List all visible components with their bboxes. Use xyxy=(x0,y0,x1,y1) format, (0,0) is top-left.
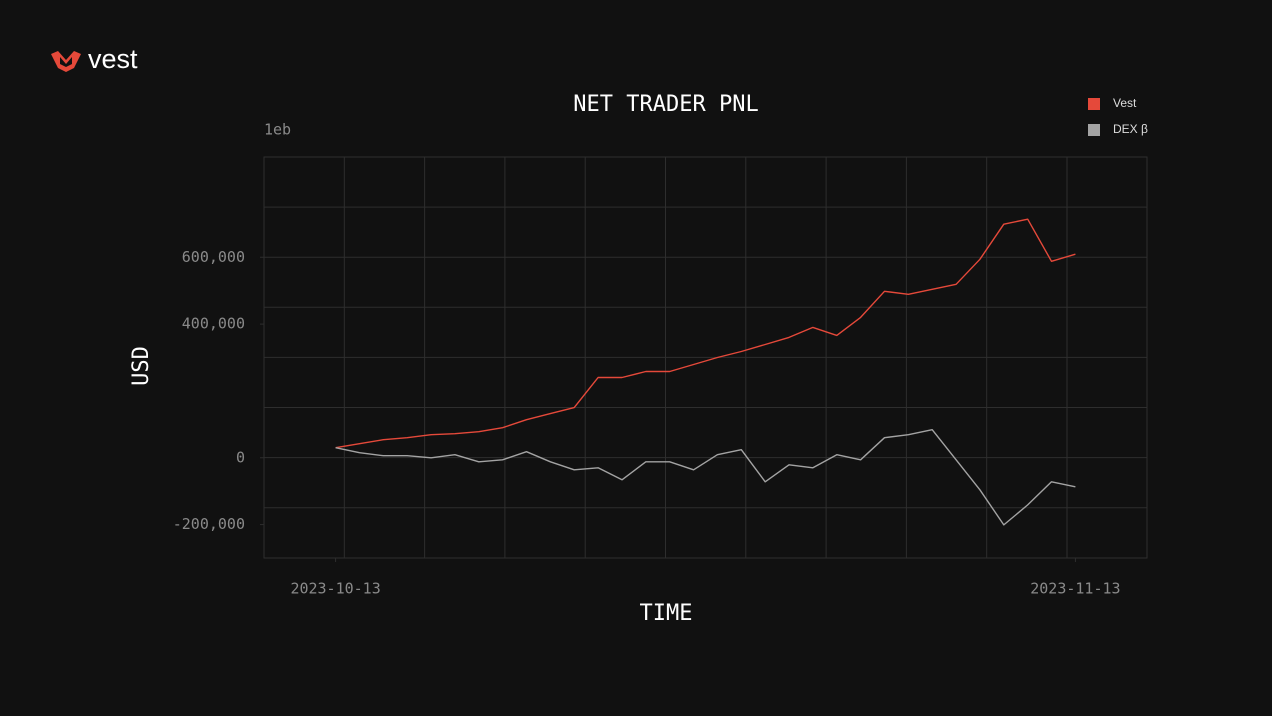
legend-swatch xyxy=(1088,124,1100,136)
legend-swatch xyxy=(1088,98,1100,110)
y-tick-label: 400,000 xyxy=(182,315,245,333)
series-line xyxy=(335,429,1076,526)
logo: vest xyxy=(51,44,138,74)
y-tick-label: 0 xyxy=(236,448,245,466)
y-axis-label: USD xyxy=(129,346,154,386)
brand-name: vest xyxy=(88,44,138,74)
x-axis-label: TIME xyxy=(640,601,693,626)
grid xyxy=(263,156,1148,559)
series-line xyxy=(335,218,1076,449)
y-tick-label: -200,000 xyxy=(173,515,245,533)
x-tick-label: 2023-10-13 xyxy=(290,580,380,598)
legend-label: DEX β xyxy=(1113,122,1148,136)
legend-label: Vest xyxy=(1113,96,1137,110)
logo-mark xyxy=(51,51,81,72)
chart-title: NET TRADER PNL xyxy=(573,92,758,117)
x-tick-label: 2023-11-13 xyxy=(1030,580,1120,598)
y-tick-label: 600,000 xyxy=(182,248,245,266)
y-offset-label: 1eb xyxy=(264,121,291,139)
